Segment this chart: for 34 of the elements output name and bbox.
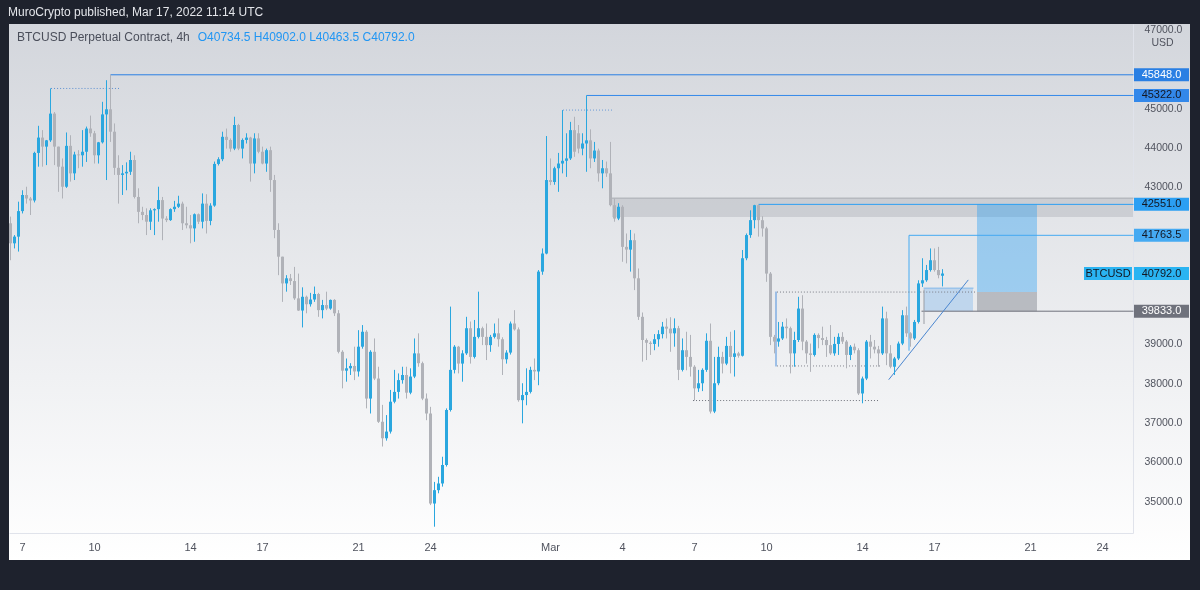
y-tick-label: 45000.0 bbox=[1144, 101, 1183, 114]
annotation: BTCUSD bbox=[1085, 266, 1131, 279]
y-tick-label: 37000.0 bbox=[1144, 416, 1183, 429]
x-tick-label: 7 bbox=[691, 540, 698, 553]
text: MuroCrypto published, Mar 17, 2022 11:14 UTC bbox=[8, 4, 264, 21]
x-tick-label: 17 bbox=[928, 540, 941, 553]
y-tick-label: 44000.0 bbox=[1144, 140, 1183, 153]
data-label: 41763.5 bbox=[1141, 228, 1182, 241]
y-tick-label: 43000.0 bbox=[1144, 180, 1183, 193]
x-tick-label: 10 bbox=[760, 540, 773, 553]
x-tick-label: 14 bbox=[856, 540, 869, 553]
x-tick-label: Mar bbox=[541, 540, 561, 553]
x-tick-label: 14 bbox=[184, 540, 197, 553]
x-tick-label: 21 bbox=[1024, 540, 1037, 553]
text: BTCUSD Perpetual Contract, 4h bbox=[17, 30, 190, 44]
y-tick-label: 36000.0 bbox=[1144, 455, 1183, 468]
x-tick-label: 7 bbox=[19, 540, 26, 553]
text: O40734.5 H40902.0 L40463.5 C40792.0 bbox=[197, 30, 415, 44]
x-tick-label: 10 bbox=[88, 540, 101, 553]
y-axis-title: USD bbox=[1151, 35, 1174, 48]
data-label: 45848.0 bbox=[1141, 67, 1182, 80]
x-tick-label: 24 bbox=[424, 540, 437, 553]
x-tick-label: 4 bbox=[619, 540, 626, 553]
x-tick-label: 21 bbox=[352, 540, 365, 553]
y-tick-label: 47000.0 bbox=[1144, 23, 1183, 35]
text: 40792.0 bbox=[1141, 266, 1182, 279]
x-tick-label: 17 bbox=[256, 540, 269, 553]
data-label: 39833.0 bbox=[1141, 304, 1182, 317]
data-label: 45322.0 bbox=[1141, 88, 1182, 101]
x-tick-label: 24 bbox=[1096, 540, 1109, 553]
data-label: 42551.0 bbox=[1141, 197, 1182, 210]
y-tick-label: 38000.0 bbox=[1144, 376, 1183, 389]
y-tick-label: 39000.0 bbox=[1144, 337, 1183, 350]
y-tick-label: 35000.0 bbox=[1144, 494, 1183, 507]
